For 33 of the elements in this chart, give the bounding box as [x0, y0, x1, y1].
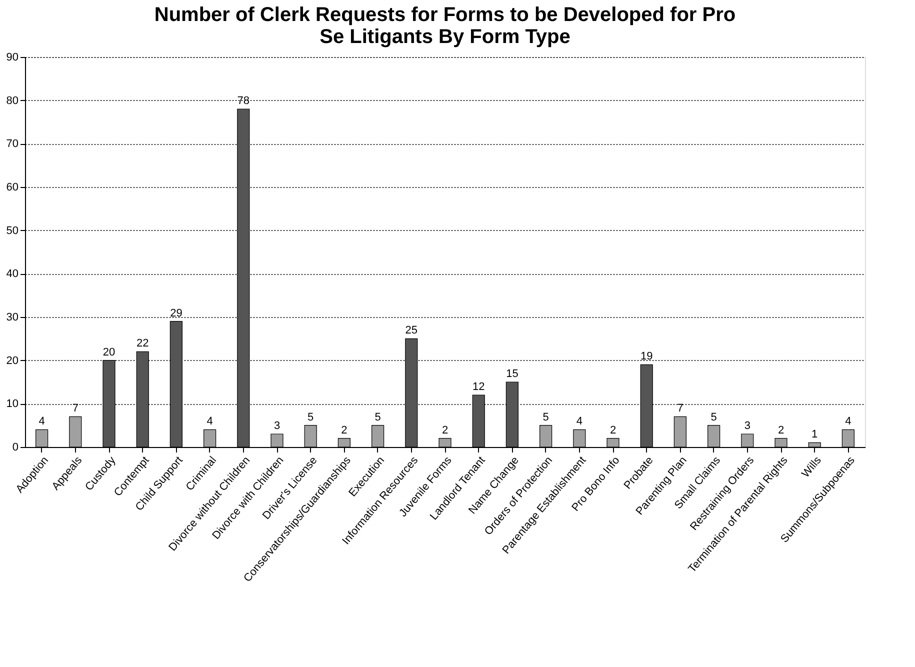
data-label: 1 [812, 428, 818, 441]
data-label: 5 [542, 411, 549, 424]
y-tick-label: 40 [6, 268, 18, 280]
data-label: 22 [136, 338, 149, 350]
data-label: 12 [472, 381, 485, 393]
data-label: 25 [405, 324, 418, 337]
data-label: 29 [170, 307, 182, 320]
y-tick-label: 70 [6, 138, 18, 150]
y-tick-label: 50 [6, 224, 18, 237]
y-tick-label: 60 [6, 182, 18, 194]
data-label: 2 [610, 424, 616, 436]
y-tick-label: 30 [6, 312, 18, 324]
data-label: 3 [274, 420, 280, 432]
data-label: 5 [374, 411, 381, 424]
data-label: 5 [308, 411, 314, 424]
data-label: 4 [38, 416, 45, 428]
y-tick-label: 20 [6, 354, 18, 367]
data-label: 2 [442, 424, 448, 436]
data-label: 4 [206, 416, 213, 428]
data-label: 3 [744, 420, 750, 432]
data-label: 5 [710, 411, 717, 424]
data-label: 2 [778, 424, 784, 436]
data-label: 19 [640, 350, 653, 363]
chart-title: Number of Clerk Requests for Forms to be Developed for Pro Se Litigants By Form Type [154, 4, 736, 48]
y-tick-label: 80 [6, 94, 18, 107]
data-label: 2 [341, 424, 348, 436]
data-label: 4 [845, 416, 852, 428]
y-tick-label: 10 [6, 398, 18, 410]
data-label: 15 [506, 368, 518, 380]
data-label: 20 [102, 346, 116, 358]
y-tick-label: 90 [6, 52, 18, 64]
data-label: 4 [576, 416, 582, 428]
y-tick-label: 0 [12, 442, 18, 454]
